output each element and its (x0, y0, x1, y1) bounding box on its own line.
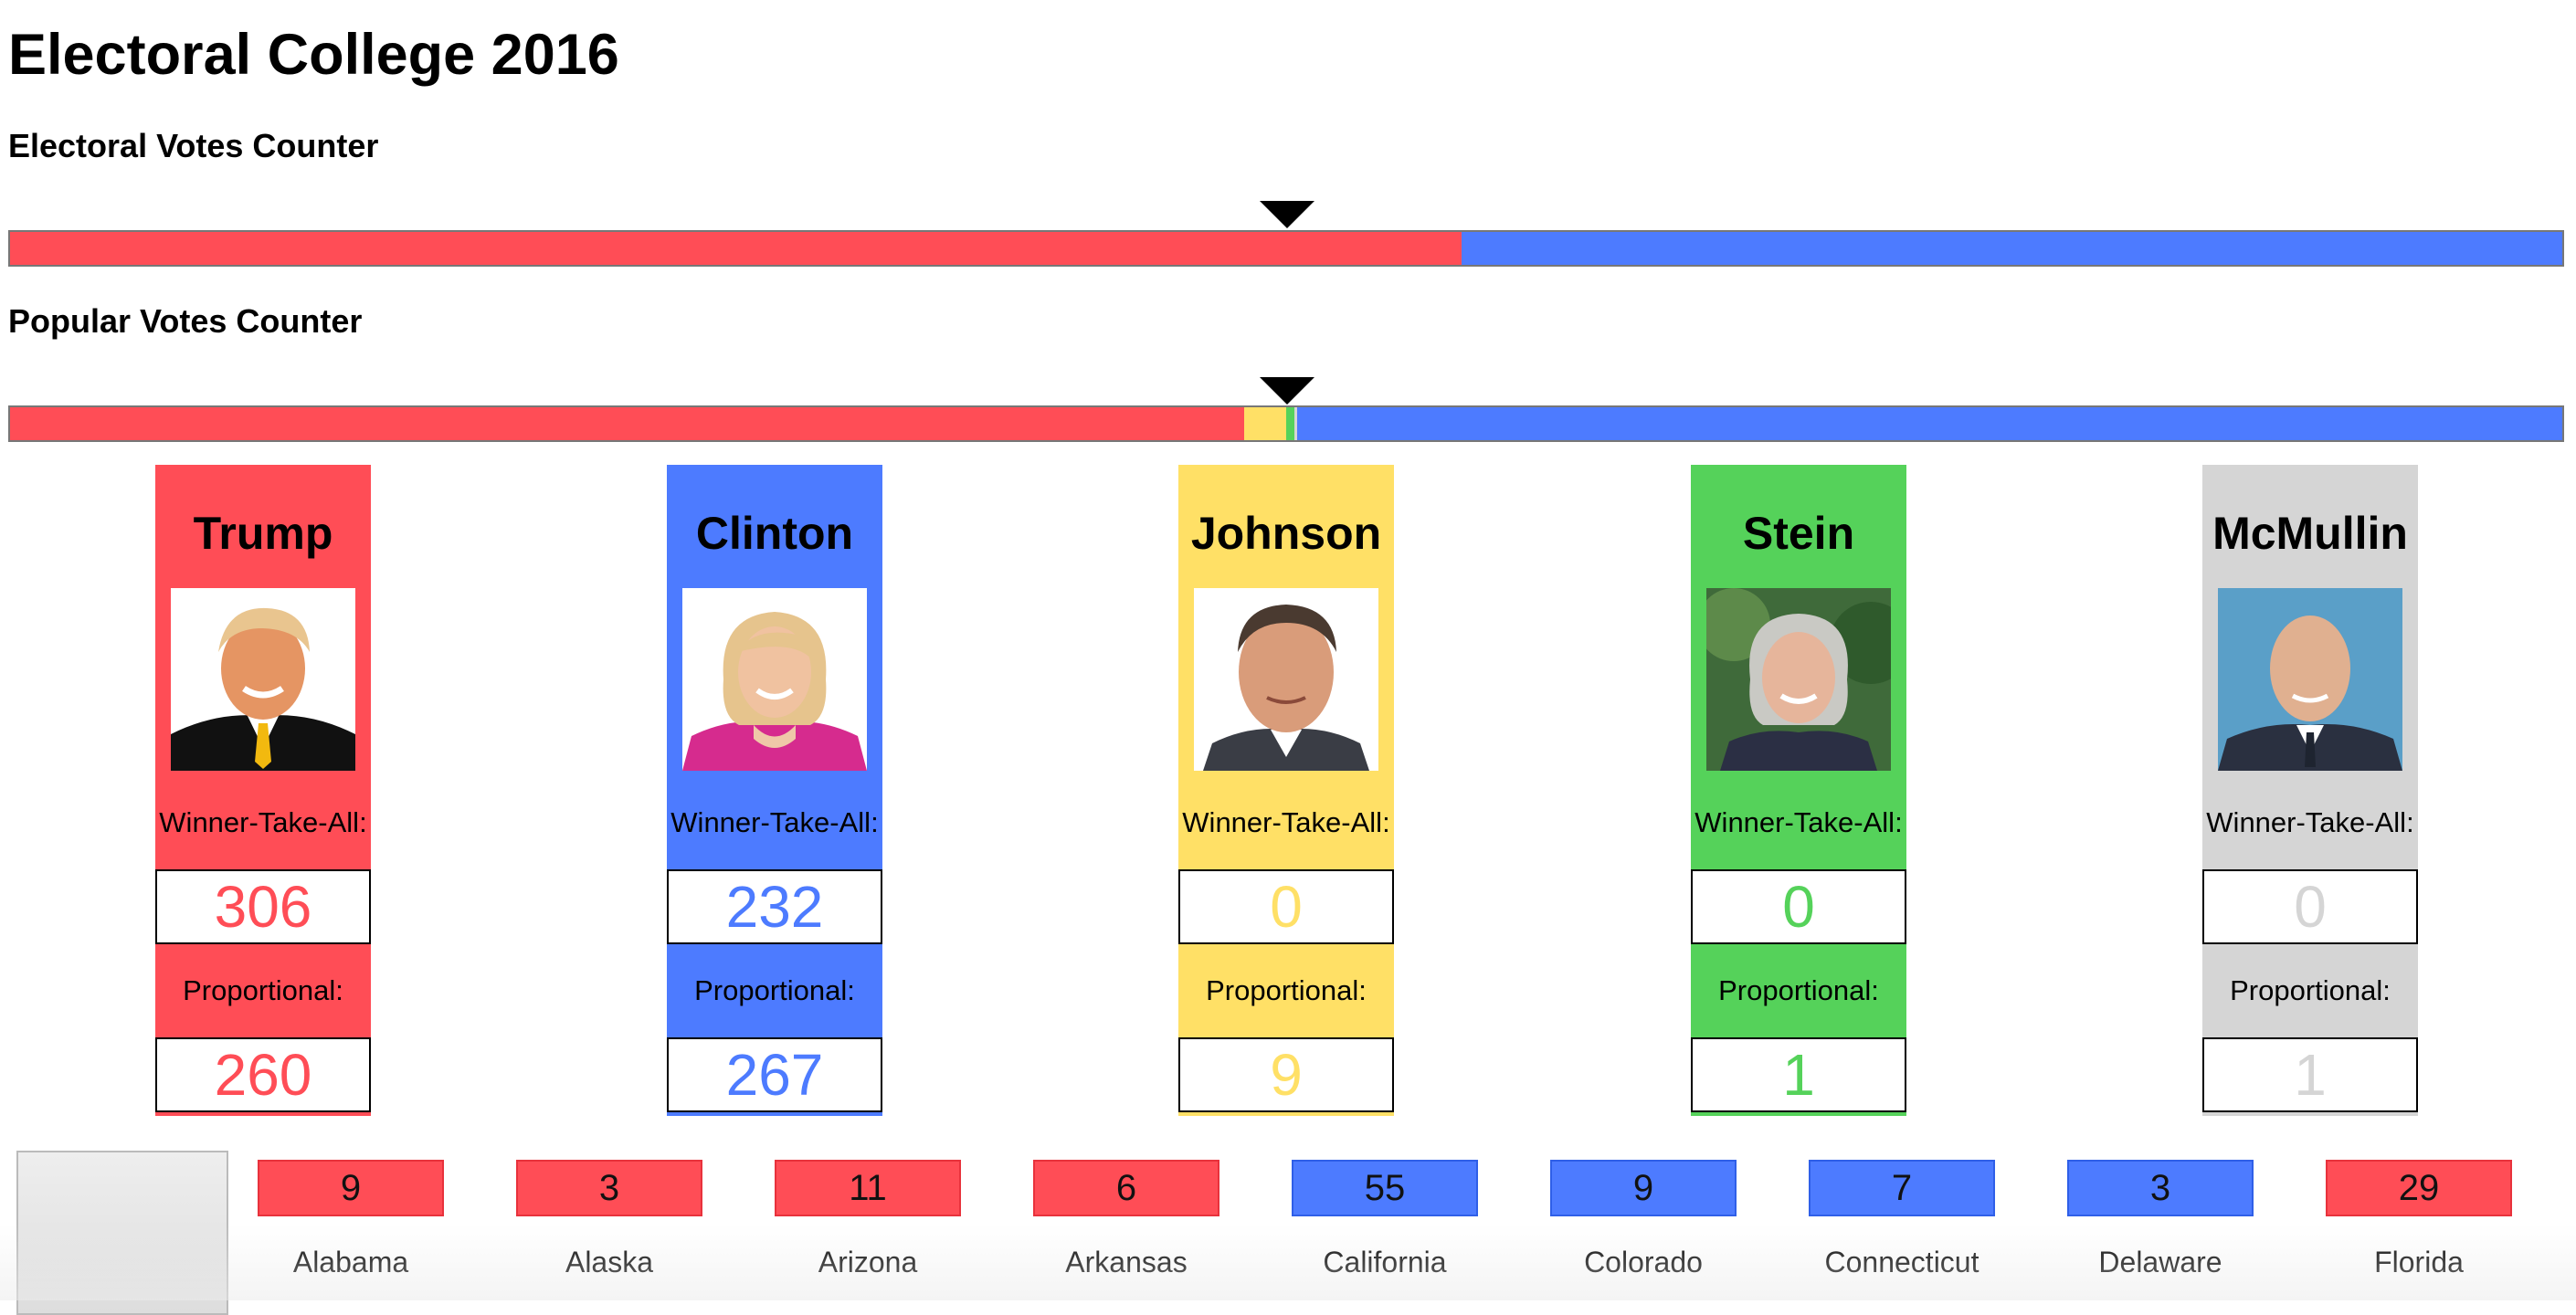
candidate-name: Clinton (695, 508, 854, 559)
popular-bar-mcmullin (1294, 407, 1297, 440)
state-name: Alabama (292, 1246, 409, 1278)
candidate-name: Stein (1742, 508, 1855, 559)
popular-bar-clinton (1296, 407, 2562, 440)
winner-take-all-label: Winner-Take-All: (1694, 806, 1903, 838)
state-electoral-votes[interactable]: 11 (775, 1160, 961, 1216)
state-name: Florida (2374, 1246, 2464, 1278)
state-electoral-votes[interactable]: 29 (2326, 1160, 2512, 1216)
state-electoral-votes[interactable]: 6 (1033, 1160, 1219, 1216)
popular-bar-johnson (1243, 407, 1286, 440)
state-arizona[interactable]: 11 Arizona (775, 1160, 961, 1278)
mcmullin-photo (2218, 588, 2402, 771)
state-name: Arizona (818, 1246, 918, 1278)
state-california[interactable]: 55 California (1292, 1160, 1478, 1278)
state-selector-tile[interactable] (16, 1151, 228, 1315)
state-alabama[interactable]: 9 Alabama (258, 1160, 444, 1278)
winner-take-all-count: 0 (1691, 869, 1906, 944)
winner-take-all-label: Winner-Take-All: (2206, 806, 2414, 838)
winner-take-all-count: 0 (1178, 869, 1394, 944)
state-name: Delaware (2098, 1246, 2222, 1278)
state-electoral-votes[interactable]: 3 (516, 1160, 702, 1216)
popular-counter-label: Popular Votes Counter (8, 302, 363, 340)
stein-photo (1706, 588, 1891, 771)
state-electoral-votes[interactable]: 7 (1809, 1160, 1995, 1216)
proportional-label: Proportional: (1718, 974, 1879, 1006)
electoral-counter-label: Electoral Votes Counter (8, 127, 379, 164)
state-florida[interactable]: 29 Florida (2326, 1160, 2512, 1278)
winner-take-all-count: 232 (667, 869, 882, 944)
proportional-label: Proportional: (1206, 974, 1367, 1006)
popular-bar-stein (1285, 407, 1295, 440)
winner-take-all-count: 0 (2202, 869, 2418, 944)
electoral-majority-marker-icon (1260, 201, 1314, 228)
proportional-count: 9 (1178, 1037, 1394, 1112)
popular-majority-marker-icon (1260, 377, 1314, 405)
proportional-label: Proportional: (694, 974, 855, 1006)
state-electoral-votes[interactable]: 3 (2067, 1160, 2254, 1216)
popular-bar-trump (10, 407, 1244, 440)
proportional-count: 260 (155, 1037, 371, 1112)
winner-take-all-label: Winner-Take-All: (159, 806, 367, 838)
candidate-card-mcmullin: McMullin Winner-Take-All: 0 Proportional… (2202, 465, 2418, 1116)
state-electoral-votes[interactable]: 55 (1292, 1160, 1478, 1216)
candidate-card-johnson: Johnson Winner-Take-All: 0 Proportional:… (1178, 465, 1394, 1116)
winner-take-all-label: Winner-Take-All: (1182, 806, 1390, 838)
johnson-photo (1194, 588, 1378, 771)
candidate-name: Johnson (1190, 508, 1382, 559)
winner-take-all-count: 306 (155, 869, 371, 944)
trump-photo (171, 588, 355, 771)
state-name: California (1323, 1246, 1447, 1278)
electoral-votes-bar (8, 230, 2564, 267)
winner-take-all-label: Winner-Take-All: (670, 806, 879, 838)
candidate-name: McMullin (2212, 508, 2408, 559)
proportional-label: Proportional: (2230, 974, 2391, 1006)
state-name: Colorado (1584, 1246, 1703, 1278)
state-name: Alaska (565, 1246, 654, 1278)
state-electoral-votes[interactable]: 9 (258, 1160, 444, 1216)
page-title: Electoral College 2016 (8, 23, 619, 87)
proportional-count: 1 (2202, 1037, 2418, 1112)
state-alaska[interactable]: 3 Alaska (516, 1160, 702, 1278)
candidate-card-stein: Stein Winner-Take-All: 0 Proportional: 1 (1691, 465, 1906, 1116)
proportional-count: 1 (1691, 1037, 1906, 1112)
candidate-card-trump: Trump Winner-Take-All: 306 Proportional:… (155, 465, 371, 1116)
popular-votes-bar (8, 405, 2564, 442)
candidate-name: Trump (193, 508, 333, 559)
state-delaware[interactable]: 3 Delaware (2067, 1160, 2254, 1278)
state-name: Arkansas (1065, 1246, 1188, 1278)
state-arkansas[interactable]: 6 Arkansas (1033, 1160, 1219, 1278)
state-colorado[interactable]: 9 Colorado (1550, 1160, 1737, 1278)
state-electoral-votes[interactable]: 9 (1550, 1160, 1737, 1216)
clinton-photo (682, 588, 867, 771)
state-name: Connecticut (1824, 1246, 1980, 1278)
candidate-card-clinton: Clinton Winner-Take-All: 232 Proportiona… (667, 465, 882, 1116)
electoral-bar-clinton (1462, 232, 2562, 265)
proportional-label: Proportional: (183, 974, 343, 1006)
proportional-count: 267 (667, 1037, 882, 1112)
electoral-bar-trump (10, 232, 1462, 265)
state-connecticut[interactable]: 7 Connecticut (1809, 1160, 1995, 1278)
